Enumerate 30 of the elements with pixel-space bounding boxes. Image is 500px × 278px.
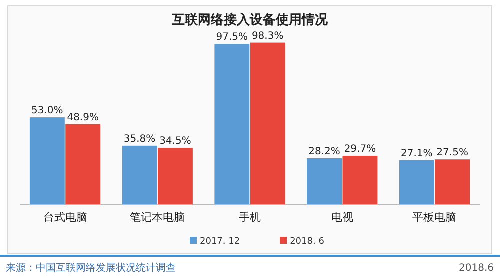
x-tick-label: 电视 [331, 211, 354, 224]
data-label: 27.5% [436, 148, 468, 159]
legend-label: 2018. 6 [290, 237, 325, 247]
data-label: 28.2% [308, 146, 340, 158]
data-label: 48.9% [67, 112, 99, 124]
data-label: 97.5% [216, 32, 248, 44]
x-tick-label: 手机 [239, 211, 261, 224]
legend-label: 2017. 12 [200, 237, 240, 247]
data-label: 27.1% [401, 148, 433, 160]
bar [435, 160, 470, 205]
x-tick-label: 笔记本电脑 [130, 211, 186, 224]
bar [342, 156, 378, 205]
bar [250, 42, 286, 205]
chart-title: 互联网络接入设备使用情况 [171, 12, 329, 28]
source-note: 来源：中国互联网络发展状况统计调查 [6, 262, 176, 274]
data-label: 35.8% [124, 134, 156, 145]
data-label: 34.5% [160, 136, 192, 148]
x-tick-label: 台式电脑 [43, 211, 88, 224]
text: 2018.6 [459, 263, 494, 274]
bar [399, 160, 434, 205]
bar [214, 44, 250, 205]
data-label: 29.7% [344, 144, 376, 155]
bar [122, 146, 158, 205]
bar [307, 158, 342, 205]
data-label: 53.0% [32, 106, 64, 117]
bar [66, 124, 101, 205]
x-tick-label: 平板电脑 [412, 211, 457, 224]
bar [30, 118, 65, 205]
bar [158, 148, 193, 205]
data-label: 98.3% [252, 30, 284, 42]
